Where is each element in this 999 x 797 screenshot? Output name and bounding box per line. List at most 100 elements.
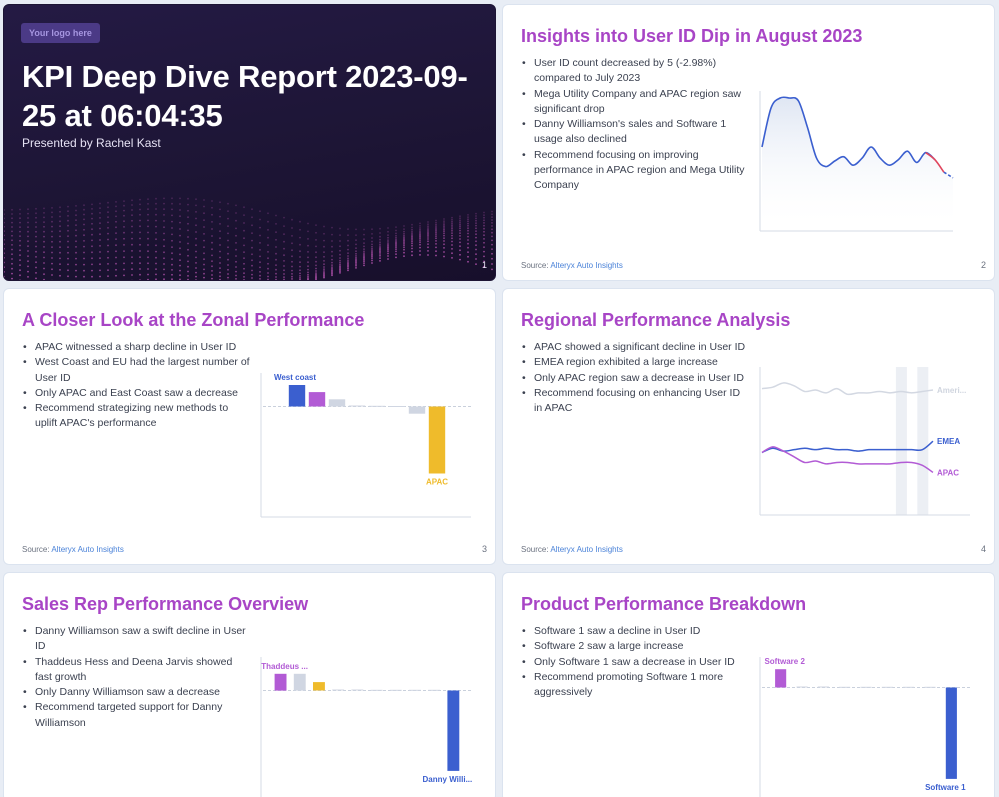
wave-dot xyxy=(27,212,29,215)
wave-dot xyxy=(459,245,461,248)
wave-dot xyxy=(27,260,29,263)
wave-dot xyxy=(371,255,373,258)
wave-dot xyxy=(315,239,317,241)
slide-5[interactable]: Sales Rep Performance Overview Danny Wil… xyxy=(3,572,496,797)
wave-dot xyxy=(195,267,197,269)
wave-dot xyxy=(4,230,5,232)
wave-dot xyxy=(355,239,357,241)
wave-dot xyxy=(251,259,253,262)
wave-dot xyxy=(99,233,101,236)
wave-dot xyxy=(443,230,445,233)
wave-dot xyxy=(147,219,149,222)
wave-dot xyxy=(187,222,189,225)
wave-dot xyxy=(51,230,53,233)
wave-dot xyxy=(435,223,437,226)
source-link[interactable]: Alteryx Auto Insights xyxy=(550,545,623,554)
wave-dot xyxy=(203,268,205,271)
wave-dot xyxy=(115,244,117,247)
bar-deena-jarvis xyxy=(293,673,306,691)
wave-dot xyxy=(403,241,405,243)
wave-dot xyxy=(139,279,141,280)
bullet-item: Recommend promoting Software 1 more aggr… xyxy=(521,670,751,701)
wave-dot xyxy=(443,255,445,258)
wave-dot xyxy=(155,250,157,253)
bullet-list: APAC witnessed a sharp decline in User I… xyxy=(22,340,252,432)
wave-dot xyxy=(75,229,77,232)
wave-dot xyxy=(363,264,365,267)
slide-1-cover[interactable]: Your logo here KPI Deep Dive Report 2023… xyxy=(3,4,496,281)
wave-dot xyxy=(459,227,461,230)
wave-dot xyxy=(131,204,133,206)
wave-dot xyxy=(307,265,309,268)
bar-product-5 xyxy=(860,686,872,688)
wave-dot xyxy=(443,225,445,228)
source-link[interactable]: Alteryx Auto Insights xyxy=(550,261,623,270)
slide-4[interactable]: Regional Performance Analysis APAC showe… xyxy=(502,288,995,565)
wave-dot xyxy=(91,212,93,215)
wave-dot xyxy=(43,216,45,219)
wave-dot xyxy=(411,226,413,229)
wave-dot xyxy=(211,213,213,216)
wave-dot xyxy=(211,248,213,251)
bar-thaddeus-hess xyxy=(274,673,287,691)
wave-dot xyxy=(267,244,269,246)
wave-dot xyxy=(211,277,213,280)
wave-dot xyxy=(11,277,13,280)
bar-rep-6 xyxy=(370,689,383,691)
wave-dot xyxy=(179,209,181,211)
bar-apac xyxy=(428,406,446,474)
slide-3[interactable]: A Closer Look at the Zonal Performance A… xyxy=(3,288,496,565)
wave-dot xyxy=(139,256,141,258)
wave-dot xyxy=(315,272,317,274)
wave-dot xyxy=(419,230,421,233)
wave-dot xyxy=(131,214,133,217)
wave-dot xyxy=(99,245,101,247)
wave-dot xyxy=(475,253,477,255)
slide-title: Insights into User ID Dip in August 2023 xyxy=(521,26,863,46)
source-link[interactable]: Alteryx Auto Insights xyxy=(51,545,124,554)
wave-dot xyxy=(163,197,165,200)
wave-dot xyxy=(419,243,421,246)
wave-dot xyxy=(51,240,53,243)
wave-dot xyxy=(355,252,357,255)
wave-dot xyxy=(163,273,165,276)
wave-dot xyxy=(75,214,77,217)
wave-dot xyxy=(451,218,453,221)
wave-dot xyxy=(435,233,437,235)
slide-6[interactable]: Product Performance Breakdown Software 1… xyxy=(502,572,995,797)
bullet-item: Only APAC and East Coast saw a decrease xyxy=(22,386,252,402)
wave-dot xyxy=(379,227,381,230)
wave-dot xyxy=(4,256,5,259)
wave-dot xyxy=(155,256,157,259)
wave-dot xyxy=(235,260,237,263)
wave-dot xyxy=(4,247,5,250)
wave-dot xyxy=(91,217,93,220)
wave-dot xyxy=(147,237,149,240)
wave-dot xyxy=(195,244,197,247)
wave-dot xyxy=(155,273,157,276)
wave-dot xyxy=(355,250,357,253)
wave-dot xyxy=(251,208,253,211)
wave-dot xyxy=(43,267,45,270)
bullet-item: Mega Utility Company and APAC region saw… xyxy=(521,87,751,118)
wave-dot xyxy=(411,234,413,236)
wave-dot xyxy=(419,225,421,227)
wave-dot xyxy=(219,215,221,218)
wave-dot xyxy=(107,250,109,253)
wave-dot xyxy=(187,270,189,273)
wave-dot xyxy=(75,269,77,272)
wave-dot xyxy=(483,222,485,224)
wave-dot xyxy=(139,203,141,206)
wave-dot xyxy=(475,240,477,243)
wave-dot xyxy=(419,246,421,249)
wave-dot xyxy=(147,198,149,200)
wave-dot xyxy=(315,273,317,276)
source-note: Source: Alteryx Auto Insights xyxy=(22,545,124,554)
wave-dot xyxy=(411,247,413,250)
wave-dot xyxy=(83,228,85,231)
slide-2[interactable]: Insights into User ID Dip in August 2023… xyxy=(502,4,995,281)
wave-dot xyxy=(187,248,189,251)
wave-dot xyxy=(395,244,397,247)
wave-dot xyxy=(299,278,301,280)
wave-dot xyxy=(195,204,197,207)
